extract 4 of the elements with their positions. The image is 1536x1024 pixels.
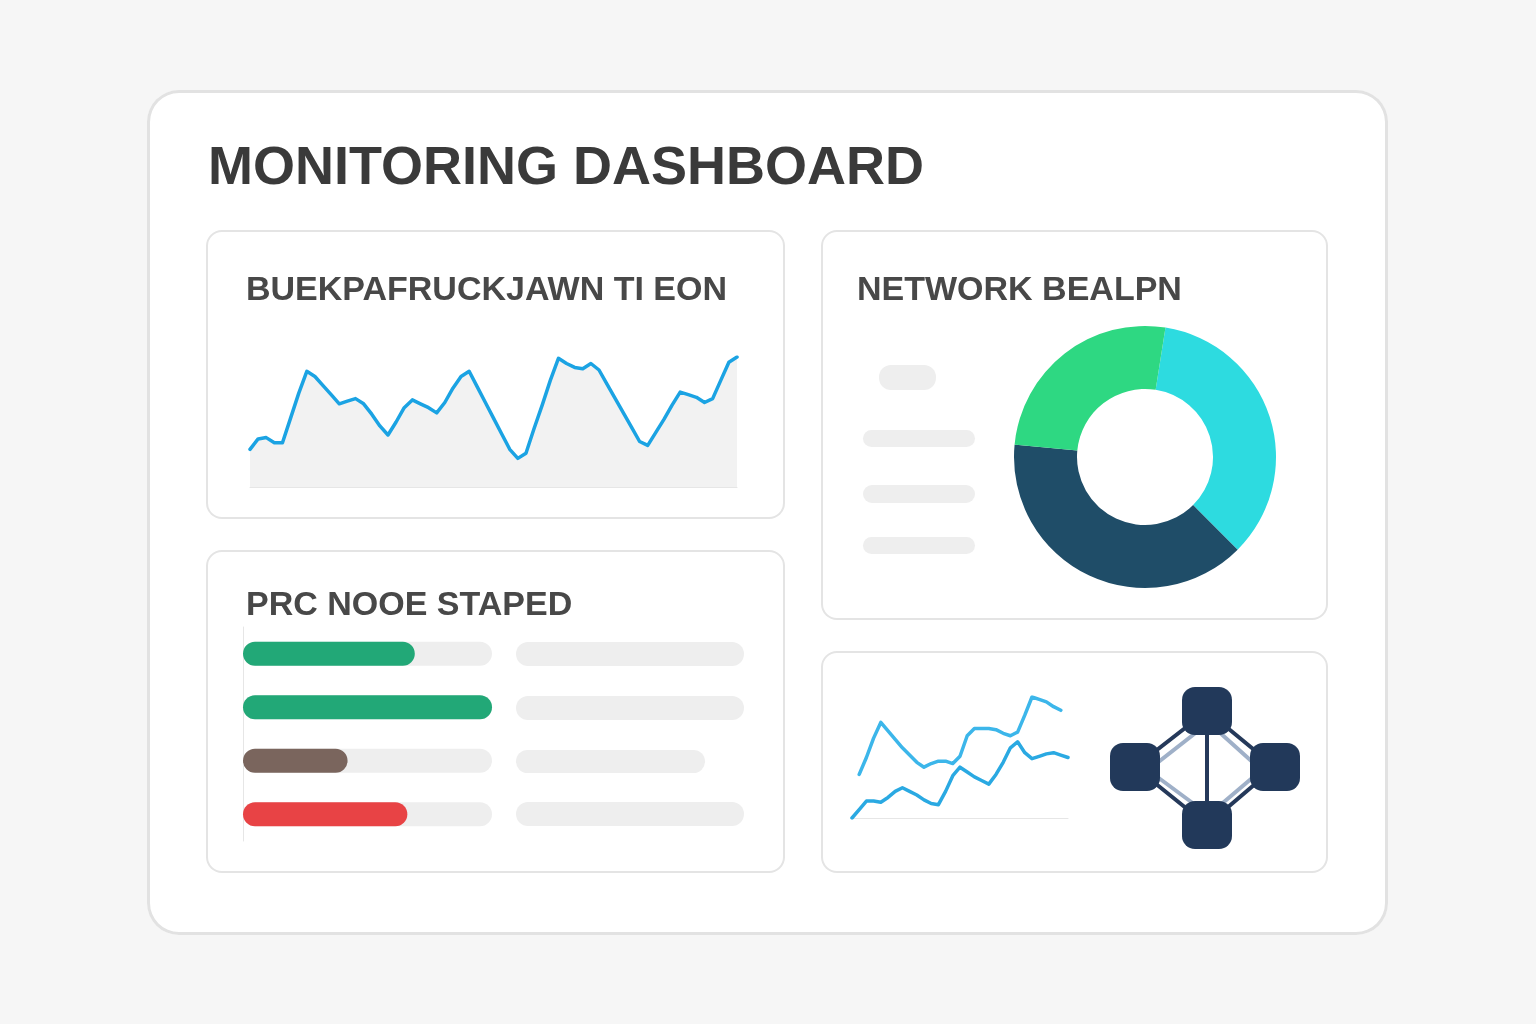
chart-title: BUEKPAFRUCKJAWN TI EON [246, 269, 728, 307]
text: MONITORING DASHBOARD [208, 135, 925, 195]
chart-title: PRC NOOE STAPED [246, 584, 573, 622]
chart-title: NETWORK BEALPN [857, 269, 1182, 307]
